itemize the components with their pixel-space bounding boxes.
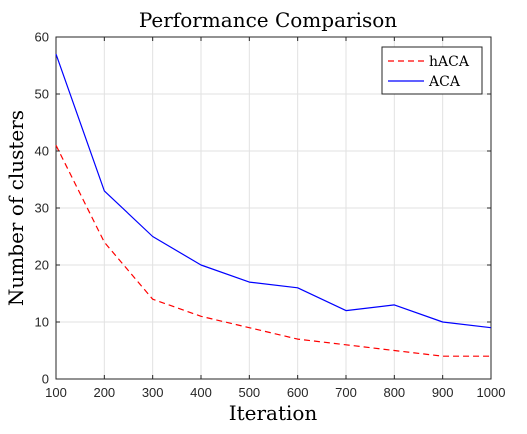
y-tick-label: 0 [42, 372, 49, 387]
y-tick-label: 40 [35, 144, 49, 159]
x-tick-label: 100 [45, 385, 67, 400]
x-tick-label: 200 [93, 385, 115, 400]
y-tick-label: 20 [35, 258, 49, 273]
x-tick-label: 500 [238, 385, 260, 400]
legend-label-aca: ACA [428, 74, 461, 90]
y-tick-label: 60 [35, 30, 49, 45]
plot-area: 100 200 300 400 500 600 700 800 900 1000 0 10 20 30 40… [35, 30, 506, 401]
x-tick-label: 900 [432, 385, 454, 400]
x-tick-label: 800 [383, 385, 405, 400]
series-line-haca [55, 145, 491, 357]
legend-box [381, 46, 483, 95]
chart-title: Performance Comparison [139, 8, 397, 32]
x-tick-label: 600 [287, 385, 309, 400]
series-line-aca [55, 53, 492, 329]
x-tick-label: 300 [142, 385, 164, 400]
x-tick-label: 400 [190, 385, 212, 400]
x-tick-label: 700 [335, 385, 357, 400]
y-tick-label: 10 [35, 315, 49, 330]
y-axis-label: Number of clusters [4, 110, 28, 306]
y-tick-label: 50 [35, 87, 49, 102]
legend-label-haca: hACA [429, 54, 470, 70]
y-tick-label: 30 [35, 201, 49, 216]
x-tick-label: 1000 [477, 385, 506, 400]
x-axis-label: Iteration [229, 401, 318, 425]
